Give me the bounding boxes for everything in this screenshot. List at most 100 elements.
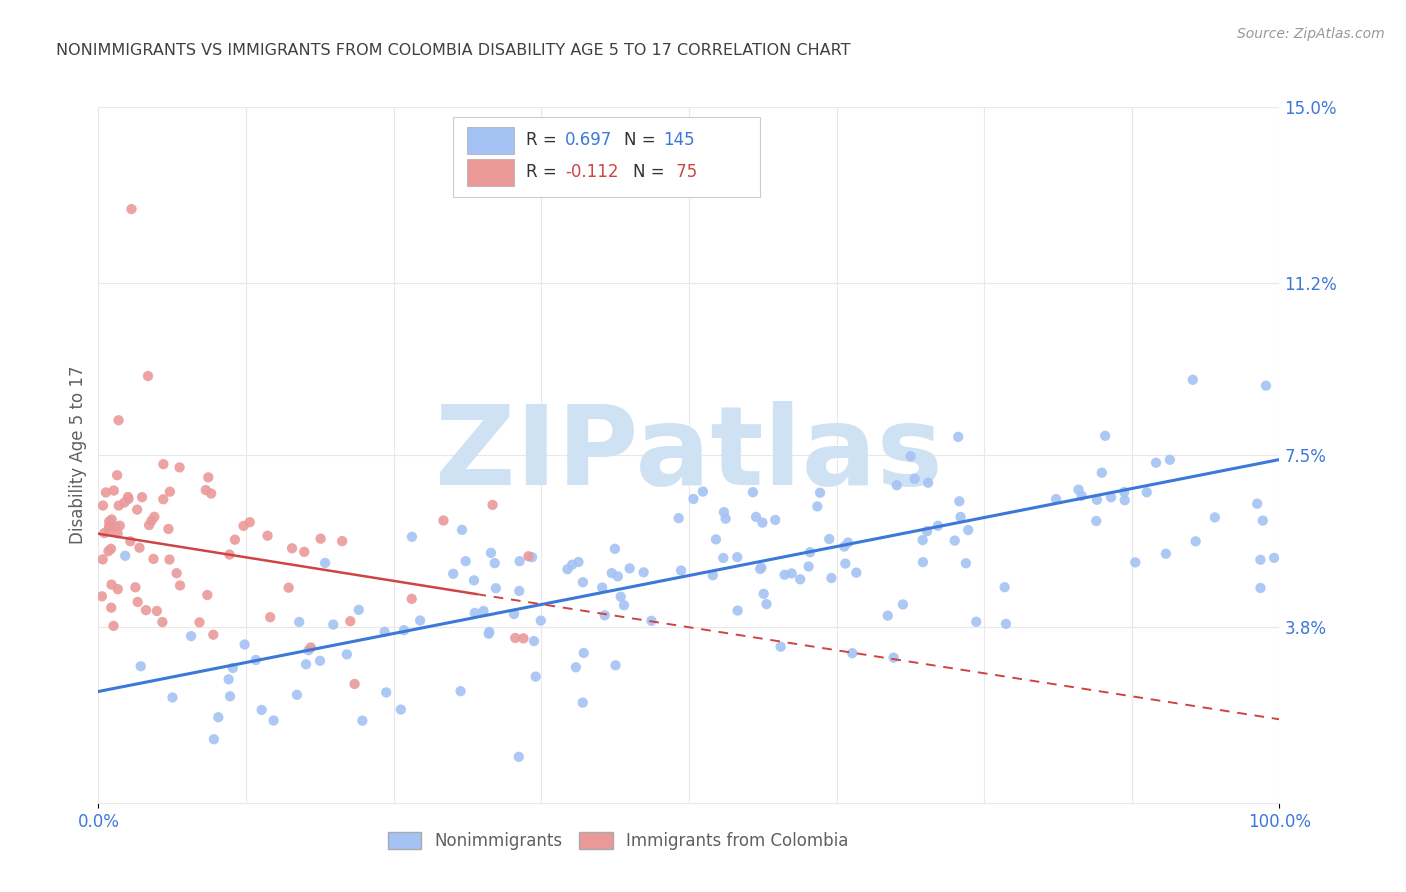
Point (451, 523, 474, 537)
Point (1123, 555, 1146, 569)
Point (297, 643, 319, 657)
Point (915, 524, 938, 539)
Point (135, 603, 157, 617)
Point (1094, 429, 1116, 443)
Point (343, 677, 366, 691)
Point (591, 581, 613, 595)
Point (512, 632, 534, 646)
Point (288, 615, 311, 629)
Point (780, 566, 803, 581)
Point (108, 518, 131, 533)
Text: NONIMMIGRANTS VS IMMIGRANTS FROM COLOMBIA DISABILITY AGE 5 TO 17 CORRELATION CHA: NONIMMIGRANTS VS IMMIGRANTS FROM COLOMBI… (56, 43, 851, 58)
Point (808, 485, 831, 500)
Point (98, 524, 121, 538)
Point (200, 486, 222, 500)
Text: N =: N = (634, 163, 671, 181)
Point (593, 608, 616, 623)
Point (561, 558, 583, 572)
Point (797, 559, 820, 574)
Point (755, 597, 778, 611)
Point (1181, 373, 1204, 387)
Point (450, 684, 472, 698)
Point (218, 548, 240, 562)
Point (609, 590, 631, 604)
Point (820, 571, 842, 585)
Point (789, 572, 811, 586)
Point (1114, 493, 1136, 508)
Text: ZIPatlas: ZIPatlas (434, 401, 943, 508)
Point (484, 556, 506, 570)
Point (152, 492, 174, 507)
Point (957, 523, 980, 537)
Point (955, 557, 977, 571)
Point (704, 533, 727, 547)
Point (1184, 534, 1206, 549)
Point (702, 568, 724, 582)
Point (478, 624, 501, 639)
Point (508, 749, 530, 764)
Point (309, 532, 332, 546)
Point (1254, 378, 1277, 392)
Point (336, 648, 359, 662)
Point (121, 202, 143, 216)
Point (834, 557, 856, 571)
Point (105, 468, 128, 483)
Point (157, 522, 180, 536)
Point (478, 627, 501, 641)
Point (523, 634, 546, 648)
Point (714, 511, 737, 525)
Point (799, 545, 821, 559)
Point (124, 580, 146, 594)
Point (207, 710, 229, 724)
Point (837, 535, 859, 549)
Point (441, 566, 464, 581)
Point (195, 588, 218, 602)
Point (314, 556, 336, 570)
Point (100, 512, 122, 526)
Point (392, 623, 415, 637)
Point (114, 549, 136, 563)
FancyBboxPatch shape (453, 118, 759, 197)
Point (141, 514, 163, 528)
Point (100, 577, 122, 591)
Point (509, 554, 531, 568)
Point (806, 500, 828, 514)
Point (1246, 497, 1268, 511)
Point (142, 552, 165, 566)
Point (1263, 550, 1285, 565)
Point (150, 615, 173, 629)
Y-axis label: Disability Age 5 to 17: Disability Age 5 to 17 (69, 366, 87, 544)
Point (94, 485, 117, 500)
Point (557, 562, 579, 576)
Point (741, 485, 763, 500)
Point (98, 515, 121, 529)
Point (619, 561, 641, 575)
Legend: Nonimmigrants, Immigrants from Colombia: Nonimmigrants, Immigrants from Colombia (381, 826, 855, 857)
Point (711, 551, 734, 566)
Point (773, 567, 796, 582)
Text: 145: 145 (664, 131, 695, 150)
Point (567, 555, 589, 569)
Point (375, 685, 398, 699)
Point (107, 582, 129, 597)
Point (713, 505, 735, 519)
Point (401, 591, 423, 606)
Point (1070, 489, 1092, 503)
Point (464, 606, 486, 620)
Point (1250, 581, 1272, 595)
Point (292, 545, 315, 559)
Point (605, 658, 627, 673)
Point (1251, 514, 1274, 528)
Point (188, 615, 211, 630)
Point (911, 533, 934, 548)
Point (93, 526, 115, 541)
Point (900, 450, 922, 464)
Point (1144, 456, 1167, 470)
Point (503, 631, 526, 645)
Point (503, 607, 526, 621)
Point (845, 566, 868, 580)
Point (927, 518, 949, 533)
Point (233, 638, 256, 652)
Point (143, 509, 166, 524)
Point (1085, 492, 1108, 507)
